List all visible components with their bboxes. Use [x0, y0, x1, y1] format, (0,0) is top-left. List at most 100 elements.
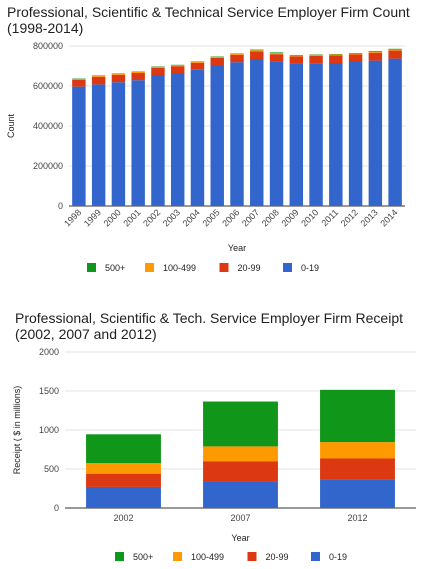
bar-100499-2011	[329, 54, 343, 56]
y-tick-label: 2000	[39, 347, 59, 357]
bar-100499-2002	[86, 463, 161, 474]
bar-500+-2007	[250, 49, 264, 51]
x-tick-label: 2012	[347, 513, 367, 523]
bar-2099-1999	[91, 76, 106, 85]
x-tick-label: 2009	[279, 207, 300, 228]
bar-2099-2007	[250, 51, 264, 59]
bar-100499-2005	[210, 56, 224, 58]
x-tick-label: 2001	[121, 207, 142, 228]
x-tick-label: 2002	[113, 513, 133, 523]
y-tick-label: 800000	[33, 41, 63, 51]
bar-019-2000	[111, 82, 126, 206]
bar-100499-2004	[190, 61, 205, 63]
bar-100499-2008	[269, 53, 284, 55]
bar-100499-2001	[131, 72, 145, 73]
firm-count-plot: 0200000400000600000800000199819992000200…	[6, 41, 405, 273]
bar-100499-2009	[289, 55, 304, 57]
y-tick-label: 200000	[33, 161, 63, 171]
legend-label: 20-99	[238, 263, 261, 273]
bar-100499-2014	[388, 49, 402, 51]
x-tick-label: 2002	[141, 207, 162, 228]
x-tick-label: 2010	[299, 207, 320, 228]
legend-label: 0-19	[301, 263, 319, 273]
y-tick-label: 600000	[33, 81, 63, 91]
bar-019-2012	[348, 62, 363, 206]
bar-019-2005	[210, 65, 224, 206]
bar-019-2003	[170, 73, 185, 206]
bar-019-2001	[131, 80, 145, 206]
bar-019-2006	[230, 62, 244, 207]
bar-019-2009	[289, 63, 304, 206]
x-tick-label: 2000	[102, 207, 123, 228]
y-tick-label: 1000	[39, 425, 59, 435]
bar-100499-2003	[170, 65, 185, 67]
x-tick-label: 1998	[62, 207, 83, 228]
bar-2099-1998	[72, 80, 86, 87]
legend-swatch	[219, 263, 229, 272]
legend-swatch	[87, 263, 96, 272]
bar-019-2013	[368, 60, 383, 206]
legend-swatch	[311, 552, 320, 561]
bar-2099-2004	[190, 62, 205, 70]
x-axis-title: Year	[228, 243, 246, 253]
legend-label: 500+	[133, 552, 153, 562]
legend-label: 100-499	[191, 552, 224, 562]
bar-2099-2001	[131, 73, 145, 81]
legend-label: 20-99	[266, 552, 289, 562]
bar-2099-2003	[170, 66, 185, 73]
bar-019-2011	[329, 63, 343, 206]
firm-receipt-plot: 0 500 1000 1500 2000 2002 2007 2012 Year Receipt …	[12, 347, 416, 562]
legend-swatch	[115, 552, 124, 561]
x-tick-label: 1999	[82, 207, 103, 228]
bar-2099-2007	[203, 461, 278, 482]
y-axis-title: Count	[6, 114, 16, 139]
bar-100499-2013	[368, 51, 383, 53]
chart-title: Professional, Scientific & Tech. Service…	[15, 310, 403, 342]
bar-019-2012	[320, 479, 395, 508]
x-tick-label: 2013	[359, 207, 380, 228]
y-tick-label: 400000	[33, 121, 63, 131]
bar-100499-2006	[230, 53, 244, 55]
firm-count-chart: Professional, Scientific & Technical Ser…	[6, 4, 410, 273]
x-tick-label: 2012	[339, 207, 360, 228]
bar-500+-2002	[86, 434, 161, 464]
legend-label: 0-19	[329, 552, 347, 562]
x-tick-label: 2003	[161, 207, 182, 228]
bar-019-2008	[269, 61, 284, 206]
x-tick-label: 2008	[260, 207, 281, 228]
bar-100499-2012	[320, 442, 395, 459]
x-tick-label: 2006	[220, 207, 241, 228]
bar-500+-2008	[269, 52, 284, 53]
x-tick-label: 2007	[240, 207, 261, 228]
bar-100499-2012	[348, 53, 363, 55]
bar-019-1999	[91, 84, 106, 206]
bar-019-1998	[72, 86, 86, 206]
legend-swatch	[247, 552, 257, 561]
bar-019-2014	[388, 58, 402, 206]
bar-2099-2002	[86, 473, 161, 487]
bar-2099-2002	[151, 67, 165, 75]
x-tick-label: 2007	[230, 513, 250, 523]
bar-100499-2010	[309, 54, 323, 56]
bar-2099-2008	[269, 54, 284, 62]
bar-2099-2012	[320, 458, 395, 480]
legend-swatch	[283, 263, 292, 272]
bar-2099-2014	[388, 50, 402, 59]
bar-100499-2007	[203, 446, 278, 462]
bar-019-2002	[86, 486, 161, 508]
y-tick-label: 1500	[39, 386, 59, 396]
bar-2099-2013	[368, 52, 383, 61]
bar-2099-2009	[289, 56, 304, 64]
firm-receipt-chart: Professional, Scientific & Tech. Service…	[0, 300, 433, 569]
bar-019-2010	[309, 63, 323, 207]
bar-100499-2007	[250, 50, 264, 52]
bar-019-2002	[151, 75, 165, 206]
bar-2099-2005	[210, 57, 224, 65]
bar-019-2004	[190, 69, 205, 206]
bar-100499-1998	[72, 79, 86, 80]
bar-500+-2012	[320, 389, 395, 443]
legend-swatch	[145, 263, 154, 272]
bar-019-2007	[203, 481, 278, 508]
x-tick-label: 2005	[200, 207, 221, 228]
bar-100499-1999	[91, 75, 106, 77]
